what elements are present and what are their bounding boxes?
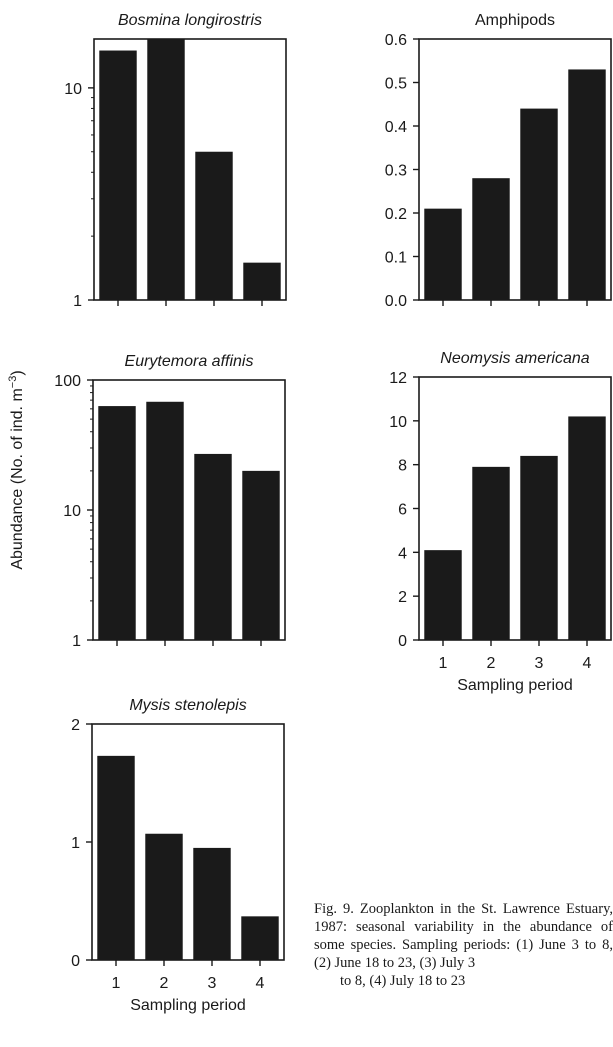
bar — [568, 69, 606, 300]
x-tick-label: 1 — [112, 975, 121, 992]
x-tick-label: 4 — [583, 655, 592, 672]
y-tick-label: 10 — [389, 414, 407, 431]
y-tick-label: 1 — [71, 835, 80, 852]
chart-title: Eurytemora affinis — [125, 353, 254, 370]
bar — [243, 262, 281, 300]
y-tick-label: 100 — [54, 373, 81, 390]
caption-text: Fig. 9. Zooplankton in the St. Lawrence … — [314, 901, 613, 971]
bar — [242, 470, 280, 640]
y-tick-label: 4 — [398, 545, 407, 562]
bar — [472, 466, 510, 640]
chart-title: Neomysis americana — [440, 350, 589, 367]
y-tick-label: 0.0 — [385, 293, 407, 310]
bar — [520, 455, 558, 640]
bar — [146, 401, 184, 640]
bar — [145, 833, 183, 960]
x-tick-label: 3 — [535, 655, 544, 672]
x-tick-label: 1 — [439, 655, 448, 672]
y-tick-label: 10 — [63, 503, 81, 520]
plot-frame — [93, 38, 287, 301]
y-tick-label: 1 — [72, 633, 81, 650]
chart-title: Bosmina longirostris — [118, 12, 262, 29]
y-tick-label: 0.3 — [385, 163, 407, 180]
y-tick-label: 0.6 — [385, 32, 407, 49]
x-tick-label: 3 — [208, 975, 217, 992]
x-tick-label: 2 — [160, 975, 169, 992]
bar — [194, 453, 232, 640]
y-tick-label: 8 — [398, 458, 407, 475]
bar — [193, 847, 231, 960]
bar — [99, 50, 137, 300]
y-tick-label: 0 — [71, 953, 80, 970]
y-tick-label: 12 — [389, 370, 407, 387]
chart-panel-5: Mysis stenolepis 0 1 2 1 2 3 4 Sampling period — [71, 697, 285, 1014]
bar — [147, 39, 185, 300]
y-tick-label: 0.1 — [385, 250, 407, 267]
x-tick-label: 2 — [487, 655, 496, 672]
chart-title: Amphipods — [475, 12, 555, 29]
y-tick-label: 2 — [398, 589, 407, 606]
x-tick-label: 4 — [256, 975, 265, 992]
chart-panel-1: Bosmina longirostris 1 10 — [64, 12, 287, 310]
bar — [97, 755, 135, 960]
bar — [195, 151, 233, 300]
y-tick-label: 6 — [398, 502, 407, 519]
bar — [568, 416, 606, 640]
caption-text-end: to 8, (4) July 18 to 23 — [340, 973, 466, 989]
x-axis-label: Sampling period — [130, 997, 246, 1014]
figure-caption: Fig. 9. Zooplankton in the St. Lawrence … — [314, 900, 613, 990]
bar — [424, 208, 462, 300]
chart-title: Mysis stenolepis — [129, 697, 246, 714]
bar — [472, 178, 510, 300]
y-tick-label: 0.2 — [385, 206, 407, 223]
y-tick-label: 0.4 — [385, 119, 407, 136]
y-tick-label: 0.5 — [385, 76, 407, 93]
y-tick-label: 0 — [398, 633, 407, 650]
y-tick-label: 2 — [71, 717, 80, 734]
x-axis-label: Sampling period — [457, 677, 573, 694]
y-axis-label: Abundance (No. of ind. m−3) — [7, 370, 26, 569]
bar — [241, 916, 279, 960]
bar — [520, 108, 558, 300]
y-tick-label: 1 — [73, 293, 82, 310]
y-tick-label: 10 — [64, 81, 82, 98]
bar — [424, 550, 462, 640]
chart-panel-2: Amphipods 0.0 0.1 0.2 0.3 0.4 0.5 0.6 — [385, 12, 612, 310]
chart-panel-3: Eurytemora affinis 1 10 100 — [54, 353, 286, 650]
bar — [98, 406, 136, 640]
